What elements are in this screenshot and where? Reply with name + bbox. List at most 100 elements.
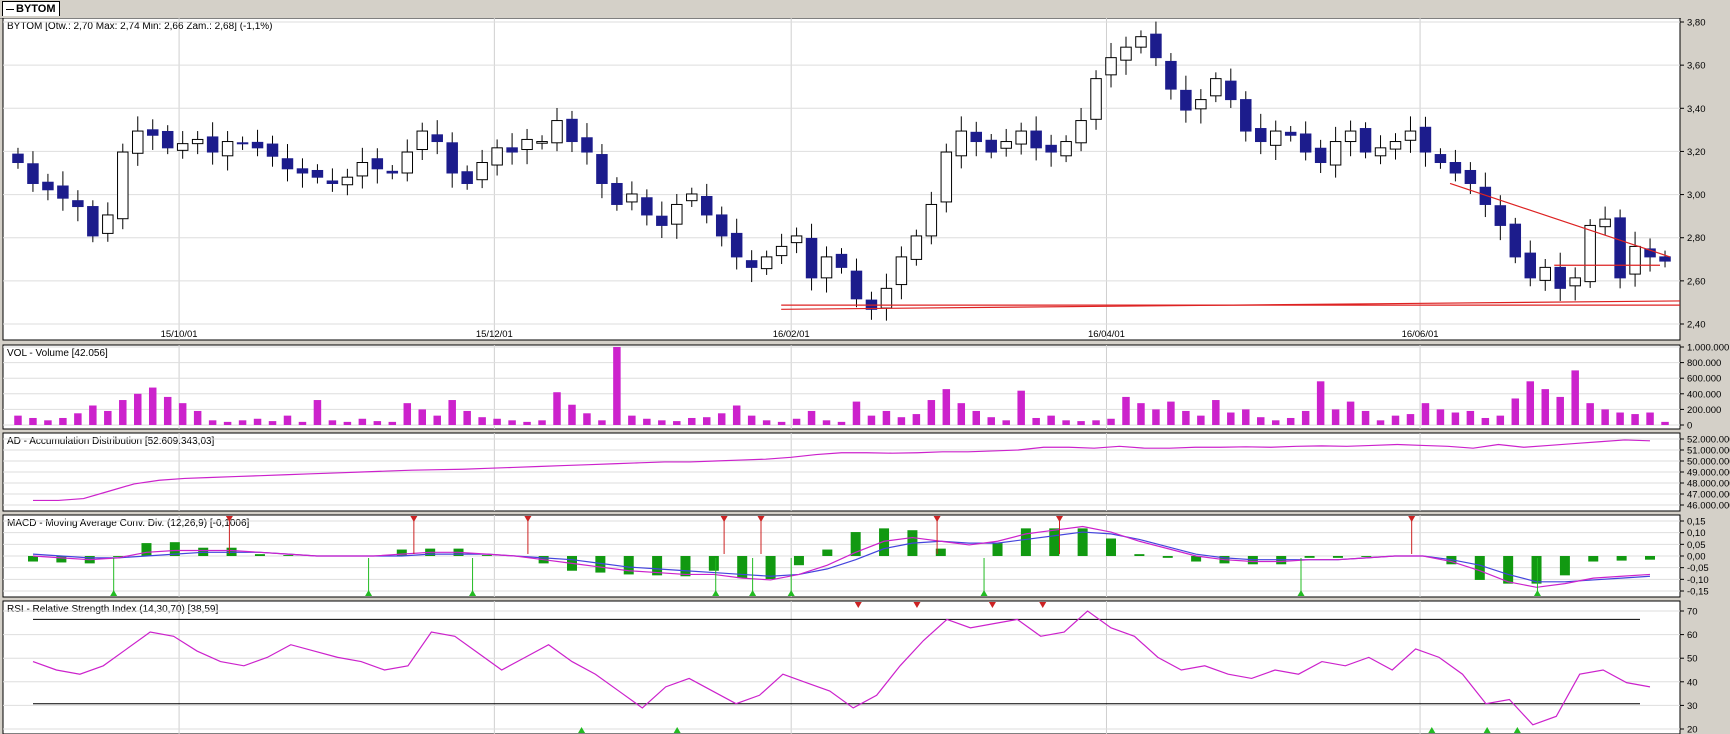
rsi-pane-background xyxy=(2,600,1681,734)
rsi-buy-marker xyxy=(673,727,681,733)
volume-bar xyxy=(148,387,157,425)
candle-body xyxy=(461,171,473,184)
macd-histogram-bar xyxy=(141,543,152,556)
macd-buy-marker xyxy=(980,590,988,596)
candle-body xyxy=(296,168,309,174)
ad-axis-label: 47.000.000 xyxy=(1687,490,1730,501)
rsi-axis-label: 40 xyxy=(1687,677,1698,688)
volume-bar xyxy=(1182,410,1190,425)
price-pane-background xyxy=(2,18,1681,341)
macd-axis-label: -0,05 xyxy=(1687,563,1709,574)
rsi-axis-label: 70 xyxy=(1687,607,1698,618)
ad-line xyxy=(33,439,1651,502)
volume-bar xyxy=(702,417,711,425)
macd-histogram-bar xyxy=(850,532,861,556)
volume-bar xyxy=(29,417,37,425)
rsi-buy-marker xyxy=(578,727,586,733)
volume-bar xyxy=(1661,421,1669,425)
volume-bar xyxy=(1242,409,1250,425)
macd-sell-marker xyxy=(1056,516,1064,522)
candle-body xyxy=(206,136,219,153)
macd-histogram-bar xyxy=(1304,556,1315,558)
candle-body xyxy=(805,237,818,279)
price-axis-label: 3,40 xyxy=(1687,104,1706,115)
volume-bar xyxy=(44,420,52,425)
volume-bar xyxy=(987,417,995,425)
volume-bar xyxy=(104,410,112,425)
candle-body xyxy=(521,138,533,151)
candle-body xyxy=(1614,217,1626,279)
candle-body xyxy=(1344,130,1357,143)
candle-body xyxy=(940,151,953,203)
candle-body xyxy=(730,232,743,258)
volume-bar xyxy=(433,415,441,425)
candle-body xyxy=(506,147,518,153)
candle-body xyxy=(536,141,548,144)
chart-area[interactable]: BYTOM [Otw.: 2,70 Max: 2,74 Min: 2,66 Za… xyxy=(0,18,1730,734)
volume-bar xyxy=(1631,414,1639,425)
macd-buy-marker xyxy=(110,590,118,596)
volume-bar xyxy=(1062,420,1070,425)
volume-bar xyxy=(1092,420,1100,425)
volume-bar xyxy=(14,415,22,425)
macd-histogram-bar xyxy=(1106,538,1116,556)
volume-bar xyxy=(1436,409,1445,425)
candle-body xyxy=(431,134,443,143)
volume-axis-label: 200.000 xyxy=(1687,405,1721,416)
volume-bar xyxy=(583,413,591,425)
rsi-axis-label: 50 xyxy=(1687,654,1698,665)
rsi-axis-background xyxy=(1681,601,1730,734)
candle-body xyxy=(401,151,414,174)
volume-axis-label: 1.000.000 xyxy=(1687,343,1729,354)
volume-bar xyxy=(792,418,801,425)
candle-body xyxy=(626,193,638,203)
macd-histogram-bar xyxy=(1332,556,1343,558)
candle-body xyxy=(341,176,354,186)
ad-axis-label: 48.000.000 xyxy=(1687,479,1730,490)
volume-bar xyxy=(343,421,352,425)
price-axis-label: 3,60 xyxy=(1687,61,1706,72)
candle-body xyxy=(1060,141,1072,157)
candle-body xyxy=(12,153,24,164)
candle-body xyxy=(1419,126,1432,153)
volume-bar xyxy=(1212,400,1220,425)
candle-body xyxy=(266,143,279,157)
candle-body xyxy=(191,138,204,145)
macd-buy-marker xyxy=(749,590,757,596)
candle-body xyxy=(1150,33,1162,59)
candle-body xyxy=(42,181,54,191)
macd-buy-marker xyxy=(1297,590,1305,596)
symbol-tab-bar: BYTOM xyxy=(0,0,1730,19)
macd-buy-marker xyxy=(365,590,373,596)
candle-body xyxy=(1015,130,1027,145)
symbol-tab[interactable]: BYTOM xyxy=(2,1,60,16)
volume-bar xyxy=(163,396,172,425)
macd-histogram-bar xyxy=(1020,528,1031,556)
volume-bar xyxy=(688,417,696,425)
candle-body xyxy=(566,118,578,143)
volume-bar xyxy=(74,413,82,425)
rsi-pane-title: RSI - Relative Strength Index (14,30,70)… xyxy=(7,604,218,615)
macd-sell-marker xyxy=(410,516,418,522)
candle-body xyxy=(161,130,174,149)
volume-bar xyxy=(1271,420,1280,425)
volume-bar xyxy=(717,413,726,425)
volume-bar xyxy=(732,405,741,425)
volume-bar xyxy=(1167,401,1175,425)
date-axis-label: 16/06/01 xyxy=(1402,329,1439,340)
volume-bar xyxy=(1496,415,1505,425)
candle-body xyxy=(1195,99,1207,110)
volume-pane-background xyxy=(2,344,1681,430)
volume-bar xyxy=(523,421,531,425)
macd-histogram-bar xyxy=(1503,556,1514,584)
macd-histogram-bar xyxy=(879,528,890,556)
macd-histogram-bar xyxy=(822,549,833,556)
macd-buy-marker xyxy=(1533,590,1541,596)
volume-bar xyxy=(1197,415,1205,425)
candle-body xyxy=(1045,144,1057,153)
volume-bar xyxy=(328,420,337,425)
ad-axis-label: 49.000.000 xyxy=(1687,468,1730,479)
volume-bar xyxy=(912,414,921,425)
symbol-tab-label: BYTOM xyxy=(16,3,56,15)
macd-histogram-bar xyxy=(1616,556,1627,561)
